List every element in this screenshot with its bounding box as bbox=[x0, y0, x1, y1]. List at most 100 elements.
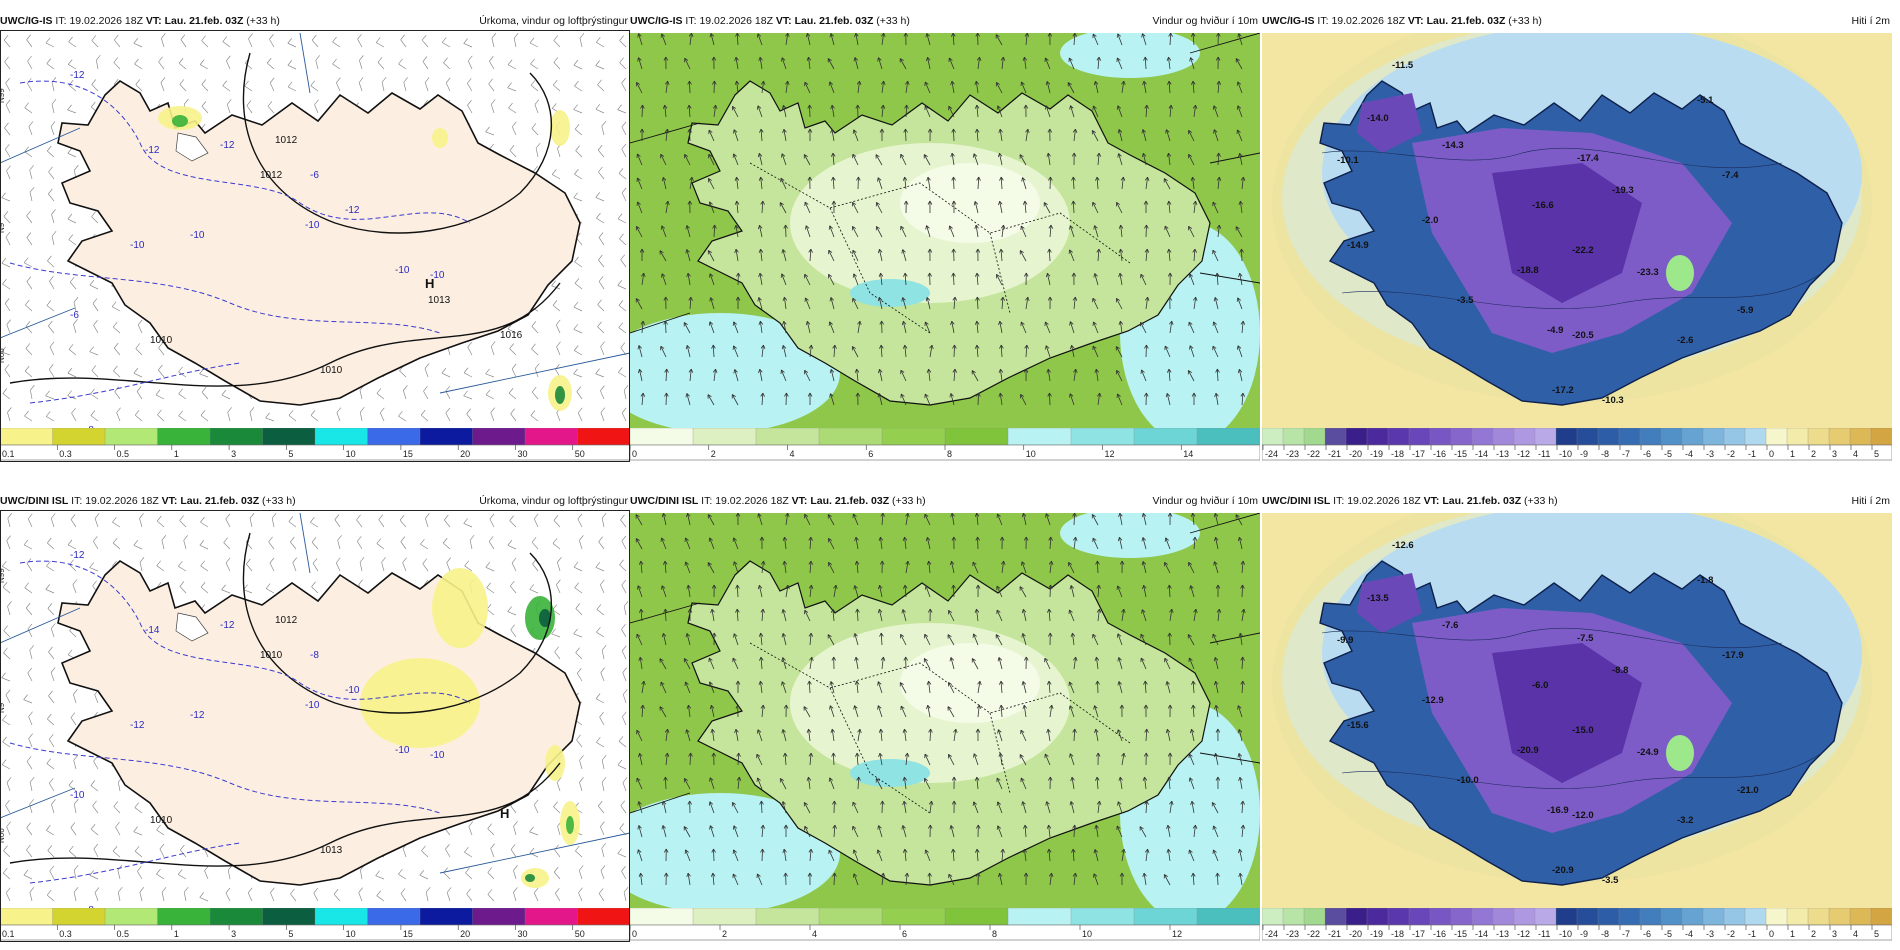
legend-tick-label: 0.5 bbox=[117, 449, 130, 459]
legend-tick-label: 0.1 bbox=[2, 929, 15, 939]
map-wind[interactable] bbox=[630, 513, 1260, 908]
legend-tick-label: 3 bbox=[231, 449, 236, 459]
valid-label: VT: bbox=[161, 495, 178, 507]
legend-tick-label: 0 bbox=[632, 449, 637, 459]
isotherm-label: -12 bbox=[190, 710, 205, 721]
legend-swatch bbox=[1660, 428, 1683, 446]
issue-time: 19.02.2026 18Z bbox=[1331, 15, 1405, 27]
legend-swatch bbox=[1387, 428, 1410, 446]
legend-tick-label: 8 bbox=[947, 449, 952, 459]
legend-tick-label: -22 bbox=[1307, 929, 1320, 939]
legend-tick-label: 20 bbox=[460, 449, 470, 459]
valid-time: Lau. 21.feb. 03Z bbox=[164, 15, 244, 27]
legend-swatch bbox=[1345, 428, 1368, 446]
legend-swatch bbox=[1196, 428, 1260, 446]
legend-tick-label: 0.1 bbox=[2, 449, 15, 459]
isotherm-label: -10 bbox=[395, 745, 410, 756]
legend-tick-label: 1 bbox=[1790, 929, 1795, 939]
legend-swatch bbox=[209, 908, 264, 926]
temp-value-label: -24.9 bbox=[1637, 747, 1659, 758]
isotherm bbox=[1341, 752, 1823, 789]
panel-title: Vindur og hviður í 10m bbox=[1152, 15, 1258, 27]
isotherm bbox=[1321, 147, 1783, 169]
map-temp[interactable]: -11.5 -14.0 -10.1 -14.3 -17.4 -5.1 -16.6 -19.3 -… bbox=[1262, 33, 1892, 428]
isotherm-label: -8 bbox=[310, 650, 319, 661]
lat-label: N66 bbox=[0, 828, 6, 843]
legend-tick-label: 50 bbox=[575, 449, 585, 459]
isotherm bbox=[1341, 272, 1823, 309]
legend-tick-label: -21 bbox=[1328, 929, 1341, 939]
legend-swatch bbox=[1723, 428, 1746, 446]
region-border bbox=[749, 162, 1131, 334]
issue-time: 19.02.2026 18Z bbox=[85, 495, 159, 507]
isotherm bbox=[1321, 627, 1783, 649]
legend-tick-label: -16 bbox=[1433, 929, 1446, 939]
temp-value-label: -6.0 bbox=[1532, 680, 1548, 691]
isotherm bbox=[9, 742, 441, 814]
legend-tick-label: -6 bbox=[1643, 929, 1651, 939]
legend-swatch bbox=[1429, 428, 1452, 446]
temp-value-label: -3.2 bbox=[1677, 815, 1693, 826]
legend-swatch bbox=[1450, 428, 1473, 446]
isotherm-label: -12 bbox=[145, 145, 160, 156]
gust-area bbox=[850, 279, 930, 307]
legend-swatch bbox=[1282, 428, 1305, 446]
gust-area bbox=[850, 759, 930, 787]
legend-swatch bbox=[1681, 428, 1704, 446]
isotherm bbox=[19, 560, 471, 704]
legend-tick-label: 15 bbox=[403, 449, 413, 459]
legend-tick-label: 8 bbox=[992, 929, 997, 939]
legend-swatch bbox=[1492, 428, 1515, 446]
legend-tick-label: -15 bbox=[1454, 449, 1467, 459]
legend-swatch bbox=[524, 908, 579, 926]
model-name: UWC/IG-IS bbox=[1262, 15, 1315, 27]
isotherm-label: -12 bbox=[130, 720, 145, 731]
legend-swatch bbox=[1681, 908, 1704, 926]
legend-tick-label: 4 bbox=[790, 449, 795, 459]
legend-tick-label: -9 bbox=[1580, 449, 1588, 459]
map-temp[interactable]: -12.6 -13.5 -9.9 -7.6 -7.5 -1.8 -6.0 -8.8 -17.9 -… bbox=[1262, 513, 1892, 908]
isobar-label: 1010 bbox=[150, 335, 173, 346]
legend-swatch bbox=[314, 428, 369, 446]
legend-swatch bbox=[314, 908, 369, 926]
legend-tick-label: 3 bbox=[231, 929, 236, 939]
glacier bbox=[175, 132, 209, 162]
isotherm bbox=[29, 362, 241, 404]
legend-tick-label: 1 bbox=[174, 449, 179, 459]
isobar bbox=[242, 532, 553, 714]
temp-value-label: -3.5 bbox=[1602, 875, 1619, 886]
temp-value-label: -9.9 bbox=[1337, 635, 1353, 646]
legend-scale bbox=[630, 924, 1260, 941]
legend-swatch bbox=[1765, 908, 1788, 926]
legend-swatch bbox=[1303, 908, 1326, 926]
map-precip[interactable]: -12 -14 -12 -10 -12 -12 -10 -10 -10 -10 -8 -8 1010 10… bbox=[0, 513, 630, 908]
wind-arrows bbox=[635, 33, 1246, 406]
isotherm-label: -10 bbox=[305, 220, 320, 231]
valid-time: Lau. 21.feb. 03Z bbox=[810, 495, 890, 507]
legend-tick-label: -4 bbox=[1685, 449, 1693, 459]
precip-area bbox=[432, 568, 488, 648]
map-wind[interactable] bbox=[630, 33, 1260, 428]
temp-value-label: -17.2 bbox=[1552, 385, 1574, 396]
legend-swatch bbox=[367, 428, 421, 446]
temp-value-label: -20.9 bbox=[1517, 745, 1539, 756]
temp-value-label: -17.9 bbox=[1722, 650, 1744, 661]
legend-tick-label: -24 bbox=[1265, 449, 1278, 459]
temp-value-label: -4.9 bbox=[1547, 325, 1563, 336]
legend-wind: 0 2 4 6 8 10 12 bbox=[630, 908, 1260, 942]
isobar bbox=[242, 52, 553, 234]
legend-tick-label: -1 bbox=[1748, 449, 1756, 459]
legend-swatch bbox=[1702, 428, 1725, 446]
legend-tick-label: -3 bbox=[1706, 449, 1714, 459]
legend-tick-label: 3 bbox=[1832, 929, 1837, 939]
map-precip[interactable]: -12 -12 -12 -12 -10 -10 -10 -10 -10 -6 -6 -8 1010 101… bbox=[0, 33, 630, 428]
legend-tick-label: 1 bbox=[174, 929, 179, 939]
legend-swatch bbox=[262, 428, 316, 446]
legend-swatch bbox=[104, 428, 159, 446]
panel-title: Úrkoma, vindur og loftþrýstingur bbox=[479, 495, 628, 507]
isotherm-label: -12 bbox=[220, 620, 235, 631]
legend-tick-label: 4 bbox=[1853, 449, 1858, 459]
temp-value-label: -22.2 bbox=[1572, 245, 1594, 256]
legend-swatch bbox=[1471, 428, 1494, 446]
lead-time: (+33 h) bbox=[1508, 15, 1542, 27]
